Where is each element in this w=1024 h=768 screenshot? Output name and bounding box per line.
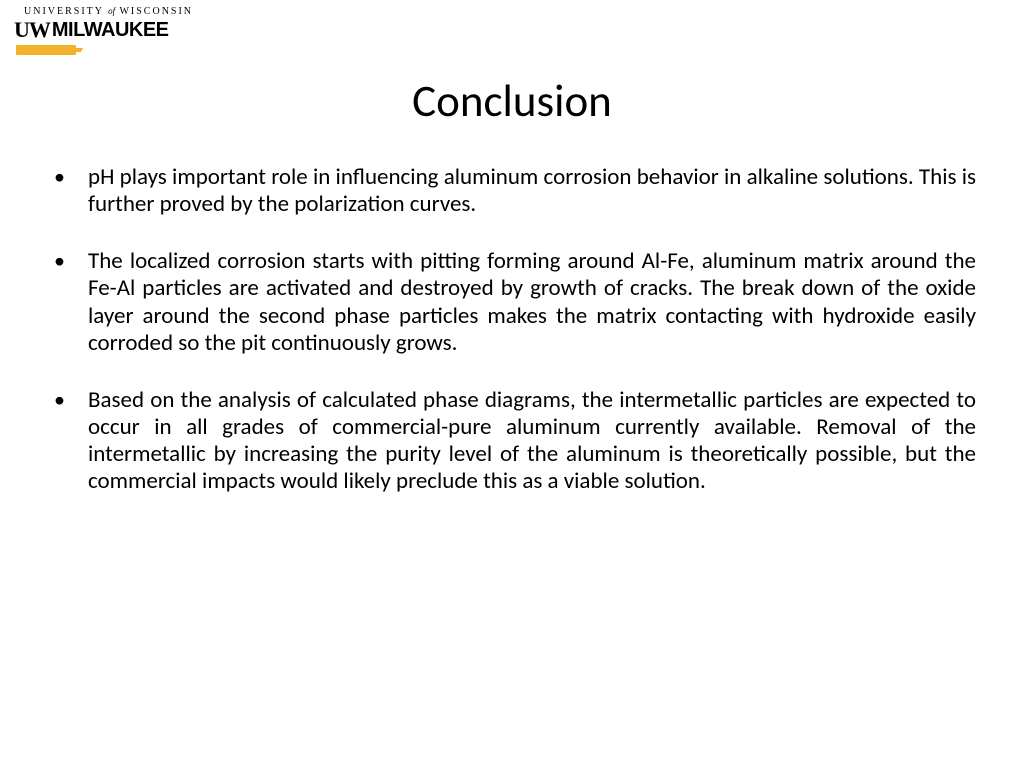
slide: UNIVERSITY of WISCONSIN UWMILWAUKEE Conc… xyxy=(0,0,1024,768)
logo-top-line: UNIVERSITY of WISCONSIN xyxy=(14,6,224,17)
bullet-item: Based on the analysis of calculated phas… xyxy=(48,387,976,496)
university-logo: UNIVERSITY of WISCONSIN UWMILWAUKEE xyxy=(14,6,224,55)
logo-underline-bar xyxy=(16,45,76,55)
logo-uw: UW xyxy=(14,17,50,43)
slide-body: pH plays important role in influencing a… xyxy=(48,164,976,525)
logo-text-university: UNIVERSITY xyxy=(24,6,104,17)
bullet-list: pH plays important role in influencing a… xyxy=(48,164,976,495)
slide-title: Conclusion xyxy=(0,74,1024,129)
bullet-item: The localized corrosion starts with pitt… xyxy=(48,248,976,357)
logo-text-of: of xyxy=(108,6,115,16)
logo-milwaukee: MILWAUKEE xyxy=(52,19,169,42)
logo-text-wisconsin: WISCONSIN xyxy=(119,6,193,17)
bullet-item: pH plays important role in influencing a… xyxy=(48,164,976,218)
logo-main-line: UWMILWAUKEE xyxy=(14,17,224,43)
